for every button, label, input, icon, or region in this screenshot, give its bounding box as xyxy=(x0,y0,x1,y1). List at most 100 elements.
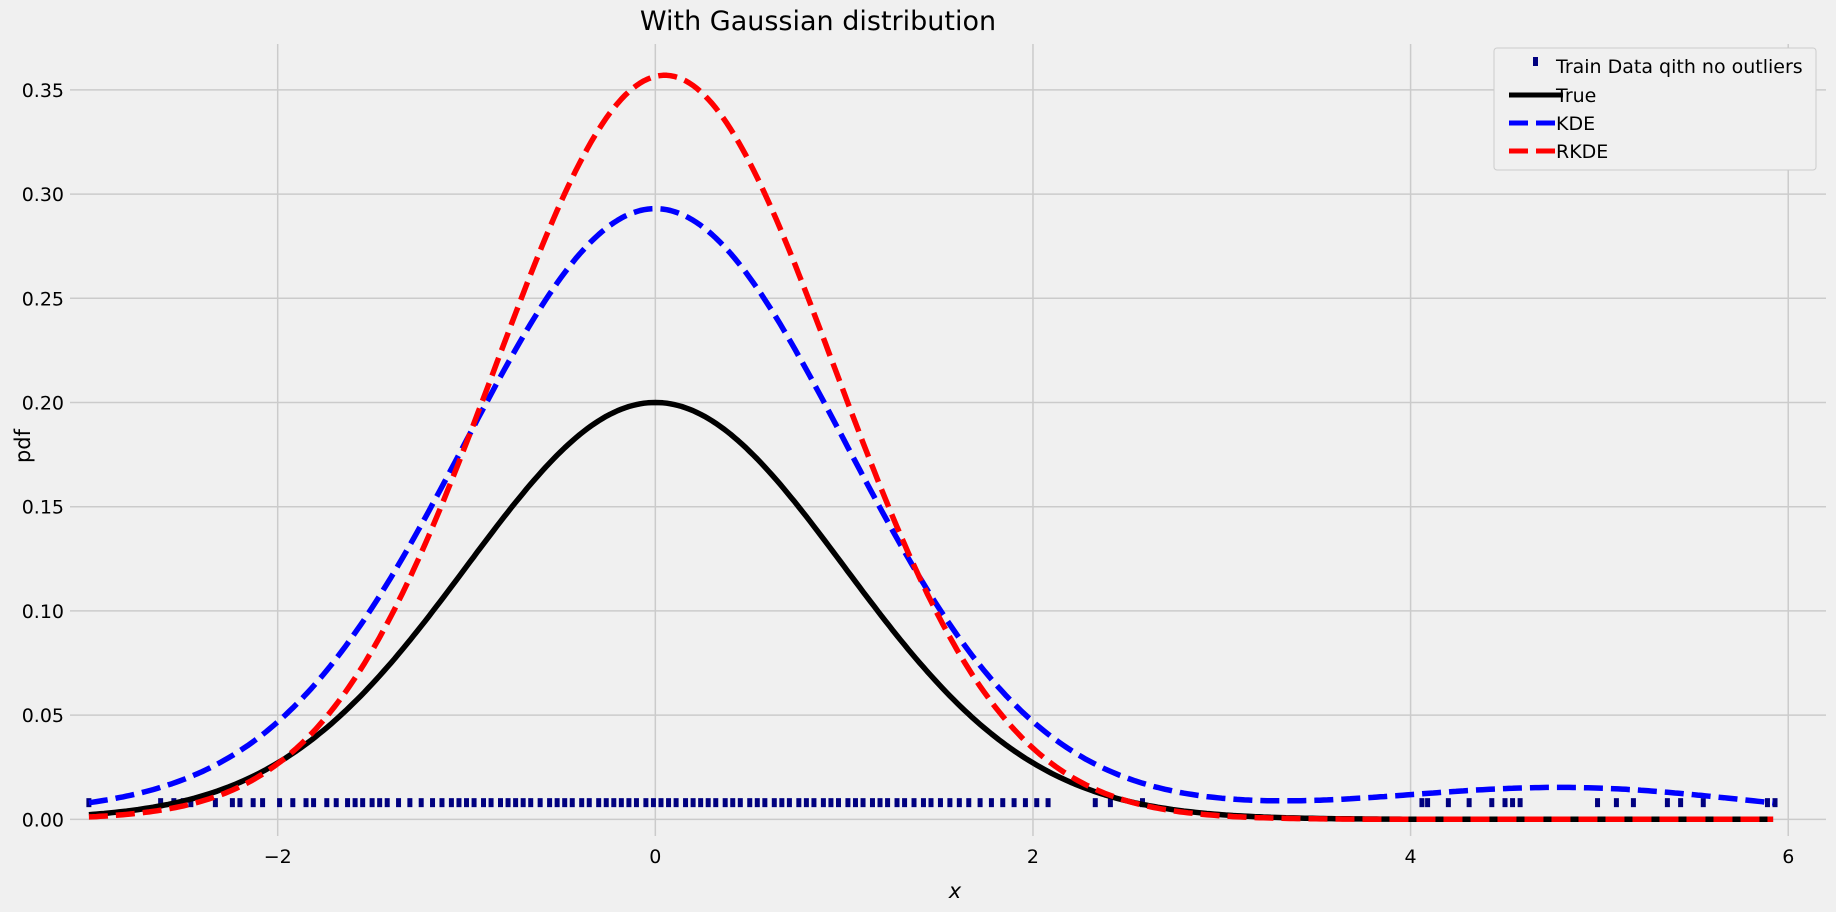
train-data-marker xyxy=(633,798,639,808)
rkde-curve xyxy=(88,72,1774,823)
y-tick-label: 0.25 xyxy=(22,288,64,310)
x-tick-label: 0 xyxy=(649,846,661,868)
train-data-marker xyxy=(158,798,164,808)
train-data-marker xyxy=(650,798,656,808)
train-data-marker xyxy=(360,798,366,808)
train-data-marker xyxy=(384,798,390,808)
train-data-marker xyxy=(722,798,728,808)
train-data-marker xyxy=(1466,798,1472,808)
train-data-marker xyxy=(828,798,834,808)
y-axis-label: pdf xyxy=(11,428,35,463)
train-data-marker xyxy=(513,798,519,808)
train-data-marker xyxy=(860,798,866,808)
train-data-marker xyxy=(1772,798,1778,808)
train-data-marker xyxy=(345,798,351,808)
train-data-marker xyxy=(237,798,243,808)
train-data-marker xyxy=(803,798,809,808)
train-data-marker xyxy=(352,798,358,808)
train-data-marker xyxy=(779,798,785,808)
train-data-marker xyxy=(894,798,900,808)
train-data-marker xyxy=(1502,798,1508,808)
train-data-marker xyxy=(683,798,689,808)
train-data-marker xyxy=(188,798,194,808)
train-data-marker xyxy=(1000,798,1006,808)
train-data-marker xyxy=(977,798,983,808)
train-data-marker xyxy=(407,798,413,808)
legend-label-train: Train Data qith no outliers xyxy=(1555,56,1803,78)
train-data-marker xyxy=(902,798,908,808)
train-data-marker xyxy=(920,798,926,808)
train-data-marker xyxy=(786,798,792,808)
train-data-marker xyxy=(528,798,534,808)
train-data-marker xyxy=(86,798,92,808)
train-data-marker xyxy=(324,798,330,808)
train-data-marker xyxy=(333,798,339,808)
train-data-marker xyxy=(762,798,768,808)
legend-label-kde: KDE xyxy=(1556,113,1595,135)
y-tick-label: 0.15 xyxy=(22,497,64,519)
chart-title: With Gaussian distribution xyxy=(640,6,996,37)
train-data-marker xyxy=(1678,798,1684,808)
train-data-marker xyxy=(1011,798,1017,808)
train-data-marker xyxy=(1510,798,1516,808)
train-data-marker xyxy=(481,798,487,808)
train-data-marker xyxy=(554,798,560,808)
train-data-marker xyxy=(290,798,296,808)
train-data-marker xyxy=(418,798,424,808)
train-data-marker xyxy=(666,798,672,808)
train-data-marker xyxy=(250,798,256,808)
train-data-marker xyxy=(537,798,543,808)
train-data-marker xyxy=(1489,798,1495,808)
x-tick-label: 6 xyxy=(1782,846,1794,868)
train-data-marker xyxy=(579,798,585,808)
x-axis-label: x xyxy=(948,879,962,903)
x-axis-ticks: −2 0 2 4 6 xyxy=(264,846,1795,868)
train-data-marker xyxy=(673,798,679,808)
train-data-marker xyxy=(260,798,266,808)
train-data-marker xyxy=(1630,798,1636,808)
train-data-marker xyxy=(311,798,317,808)
train-data-marker xyxy=(1517,798,1523,808)
y-tick-label: 0.05 xyxy=(22,705,64,727)
train-data-marker xyxy=(1092,798,1098,808)
train-data-marker xyxy=(464,798,470,808)
train-data-marker xyxy=(737,798,743,808)
train-data-marker xyxy=(303,798,309,808)
kde-curve xyxy=(88,205,1774,806)
train-data-marker xyxy=(448,798,454,808)
train-data-marker xyxy=(1425,798,1431,808)
train-data-marker xyxy=(869,798,875,808)
train-data-marker xyxy=(705,798,711,808)
x-tick-label: −2 xyxy=(264,846,292,868)
train-data-marker xyxy=(730,798,736,808)
train-data-marker xyxy=(928,798,934,808)
train-data-marker xyxy=(747,798,753,808)
train-data-marker xyxy=(1419,798,1425,808)
train-data-marker xyxy=(618,798,624,808)
train-data-marker xyxy=(956,798,962,808)
train-data-marker xyxy=(603,798,609,808)
legend-label-true: True xyxy=(1555,85,1596,107)
train-data-marker xyxy=(369,798,375,808)
train-data-marker xyxy=(520,798,526,808)
train-data-marker xyxy=(430,798,436,808)
train-data-marker xyxy=(505,798,511,808)
train-data-marker xyxy=(562,798,568,808)
train-data-marker xyxy=(498,798,504,808)
train-data-marker xyxy=(1107,798,1113,808)
train-data-marker xyxy=(1700,798,1706,808)
train-data-marker xyxy=(845,798,851,808)
legend-label-rkde: RKDE xyxy=(1556,141,1608,163)
train-data-marker xyxy=(439,798,445,808)
x-tick-label: 4 xyxy=(1405,846,1417,868)
train-data-marker xyxy=(1764,798,1770,808)
x-tick-label: 2 xyxy=(1027,846,1039,868)
train-data-marker xyxy=(1613,798,1619,808)
legend: Train Data qith no outliers True KDE RKD… xyxy=(1493,47,1817,171)
train-data-marker xyxy=(820,798,826,808)
plot-series xyxy=(86,72,1778,823)
train-data-marker xyxy=(1664,798,1670,808)
train-data-marker xyxy=(937,798,943,808)
y-axis-ticks: 0.00 0.05 0.10 0.15 0.20 0.25 0.30 0.35 xyxy=(22,80,64,831)
